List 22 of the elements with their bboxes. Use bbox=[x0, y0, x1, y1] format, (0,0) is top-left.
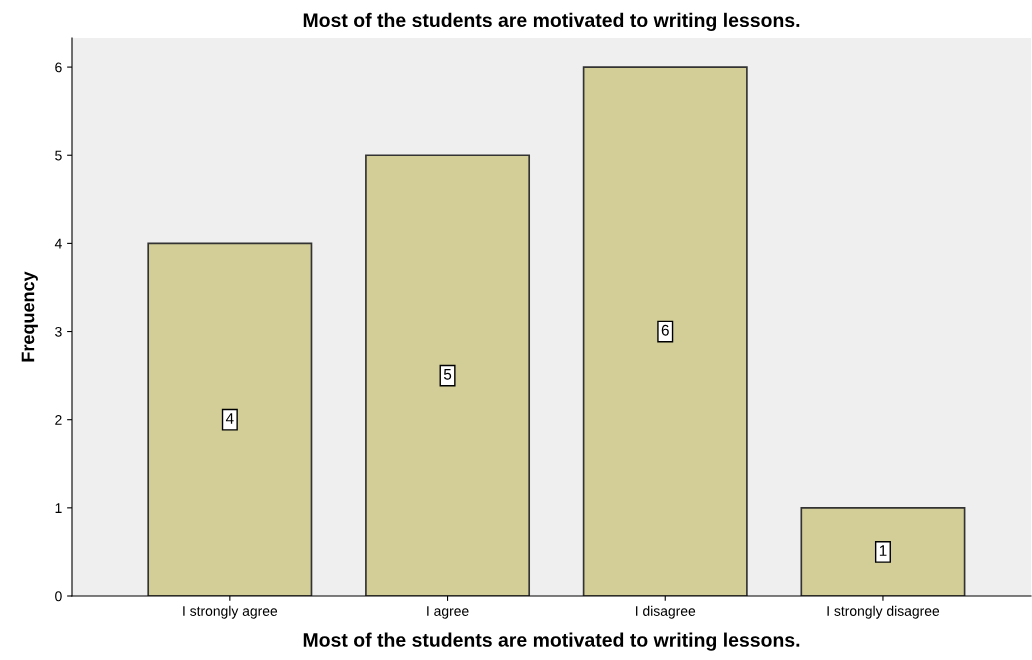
y-axis-title: Frequency bbox=[21, 271, 38, 362]
x-tick-label: I agree bbox=[427, 606, 469, 619]
y-tick-label: 0 bbox=[55, 591, 62, 602]
x-axis-title: Most of the students are motivated to writing lessons. bbox=[303, 632, 800, 651]
x-tick-label: I strongly disagree bbox=[827, 605, 940, 619]
y-tick-label: 6 bbox=[55, 62, 62, 73]
data-label: 5 bbox=[443, 369, 452, 380]
bar bbox=[147, 242, 313, 596]
y-tick-label: 4 bbox=[54, 238, 62, 249]
y-tick-label: 1 bbox=[55, 503, 62, 513]
x-tick-label: I disagree bbox=[636, 605, 696, 619]
chart-title: Most of the students are motivated to writing lessons. bbox=[303, 12, 800, 32]
y-tick-label: 3 bbox=[55, 326, 62, 337]
x-tick-label: I strongly agree bbox=[183, 605, 278, 619]
data-label: 6 bbox=[661, 324, 669, 336]
y-tick-label: 5 bbox=[55, 150, 62, 161]
bar bbox=[365, 154, 531, 596]
data-label: 4 bbox=[225, 413, 234, 424]
bar bbox=[800, 507, 966, 596]
data-label: 1 bbox=[879, 545, 887, 556]
bar bbox=[582, 66, 748, 596]
y-tick-label: 2 bbox=[55, 415, 62, 425]
